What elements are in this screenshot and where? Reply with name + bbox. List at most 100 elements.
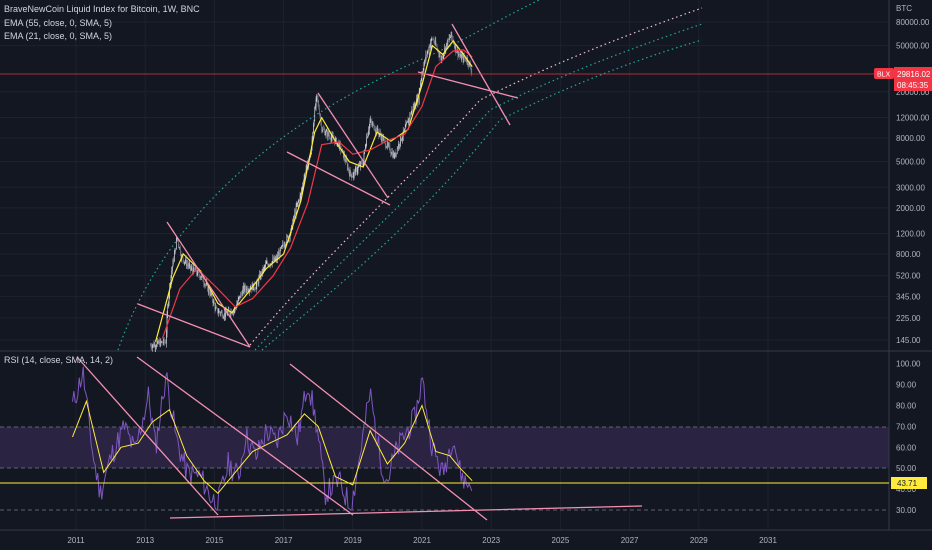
price-candle-body (434, 42, 435, 44)
price-candle-body (186, 259, 187, 266)
price-candle-body (466, 60, 467, 62)
price-candle-body (326, 130, 328, 132)
price-candle-body (383, 138, 385, 140)
price-candle-body (207, 288, 209, 292)
price-tick-label: 8000.00 (896, 134, 925, 143)
price-candle-body (402, 136, 403, 140)
price-candle-body (186, 264, 188, 266)
band-pink (249, 7, 703, 346)
price-candle-body (381, 135, 383, 141)
growth-bands (117, 0, 703, 351)
price-candle-body (403, 130, 405, 132)
price-candle-body (188, 264, 190, 267)
price-candle-body (202, 275, 204, 282)
price-candle-body (325, 131, 327, 134)
rsi-trendlines (76, 356, 643, 521)
rsi-trendline-3 (289, 363, 488, 521)
price-candle-body (460, 54, 461, 57)
price-candle-body (158, 340, 159, 344)
price-candle-body (315, 106, 316, 109)
trendline-2022-base (417, 71, 519, 99)
price-candle-body (421, 74, 423, 80)
price-candle-body (213, 301, 214, 304)
price-candle-body (179, 247, 180, 249)
time-tick-label: 2031 (759, 536, 777, 545)
last-price-badge: BLX 29816.02 08:45:35 (874, 67, 932, 91)
price-candle-body (279, 252, 280, 256)
price-candle-body (429, 46, 431, 48)
price-candle-body (216, 308, 218, 309)
price-candle-body (426, 52, 428, 56)
ema55-line (161, 49, 473, 339)
price-candle-body (334, 140, 336, 144)
price-candle-body (295, 212, 296, 215)
price-candle-body (256, 280, 258, 286)
price-candle-body (246, 287, 248, 291)
rsi-trendline-1 (76, 356, 219, 516)
ema55-legend[interactable]: EMA (55, close, 0, SMA, 5) (4, 18, 113, 28)
price-tick-label: 2000.00 (896, 204, 925, 213)
price-candle-body (448, 39, 449, 40)
price-candle-body (221, 311, 222, 313)
price-candle-body (241, 293, 243, 296)
price-candle-body (237, 302, 238, 305)
symbol-legend[interactable]: BraveNewCoin Liquid Index for Bitcoin, 1… (4, 4, 200, 14)
price-candle-body (215, 307, 217, 309)
price-candle-body (358, 166, 359, 168)
price-tick-label: 225.00 (896, 314, 921, 323)
rsi-legend[interactable]: RSI (14, close, SMA, 14, 2) (4, 355, 114, 365)
price-candle-body (168, 294, 170, 304)
price-candle-body (156, 342, 158, 347)
price-candle-body (164, 339, 165, 343)
price-candle-body (464, 58, 466, 59)
rsi-tick-label: 100.00 (896, 360, 921, 369)
price-tick-label: 20000.00 (896, 88, 930, 97)
price-candle-body (462, 55, 463, 57)
price-candle-body (238, 297, 240, 299)
price-candle-body (293, 216, 295, 217)
price-candle-body (315, 98, 317, 107)
price-candle-body (355, 168, 356, 176)
price-candle-body (162, 342, 164, 344)
price-candle-body (268, 264, 270, 266)
price-candle-body (261, 268, 263, 276)
ema21-legend[interactable]: EMA (21, close, 0, SMA, 5) (4, 31, 113, 41)
price-candle-body (325, 133, 326, 136)
price-candle-body (296, 205, 298, 207)
price-candle-body (452, 35, 453, 39)
price-candle-body (428, 46, 430, 51)
price-candle-body (282, 243, 284, 246)
price-candle-body (302, 185, 304, 188)
price-candle-body (432, 39, 434, 40)
price-candle-body (158, 341, 160, 344)
price-candle-body (170, 275, 172, 284)
price-candle-body (313, 120, 315, 126)
price-candle-body (205, 282, 207, 285)
price-candle-body (411, 109, 413, 113)
price-candle-body (324, 130, 326, 136)
price-candle-body (365, 148, 366, 150)
price-candle-body (446, 42, 448, 47)
price-candle-body (175, 248, 176, 250)
price-candle-body (390, 151, 391, 154)
price-candle-body (154, 344, 155, 347)
price-candle-body (396, 152, 397, 154)
price-candle-body (347, 162, 348, 169)
rsi-tick-label: 90.00 (896, 381, 917, 390)
price-candle-body (294, 212, 296, 217)
rsi-series (72, 366, 473, 511)
price-candle-body (184, 261, 185, 263)
price-candle-body (318, 102, 320, 109)
price-candle-body (380, 136, 382, 141)
price-candle-body (435, 40, 437, 46)
price-candle-body (385, 146, 387, 148)
price-candle-body (153, 343, 155, 347)
price-tick-label: 80000.00 (896, 18, 930, 27)
price-candle-body (353, 173, 354, 177)
price-candle-body (413, 106, 415, 108)
price-tick-label: 345.00 (896, 292, 921, 301)
price-candle-body (166, 333, 167, 344)
price-candle-body (178, 244, 180, 249)
price-candle-body (402, 130, 404, 137)
